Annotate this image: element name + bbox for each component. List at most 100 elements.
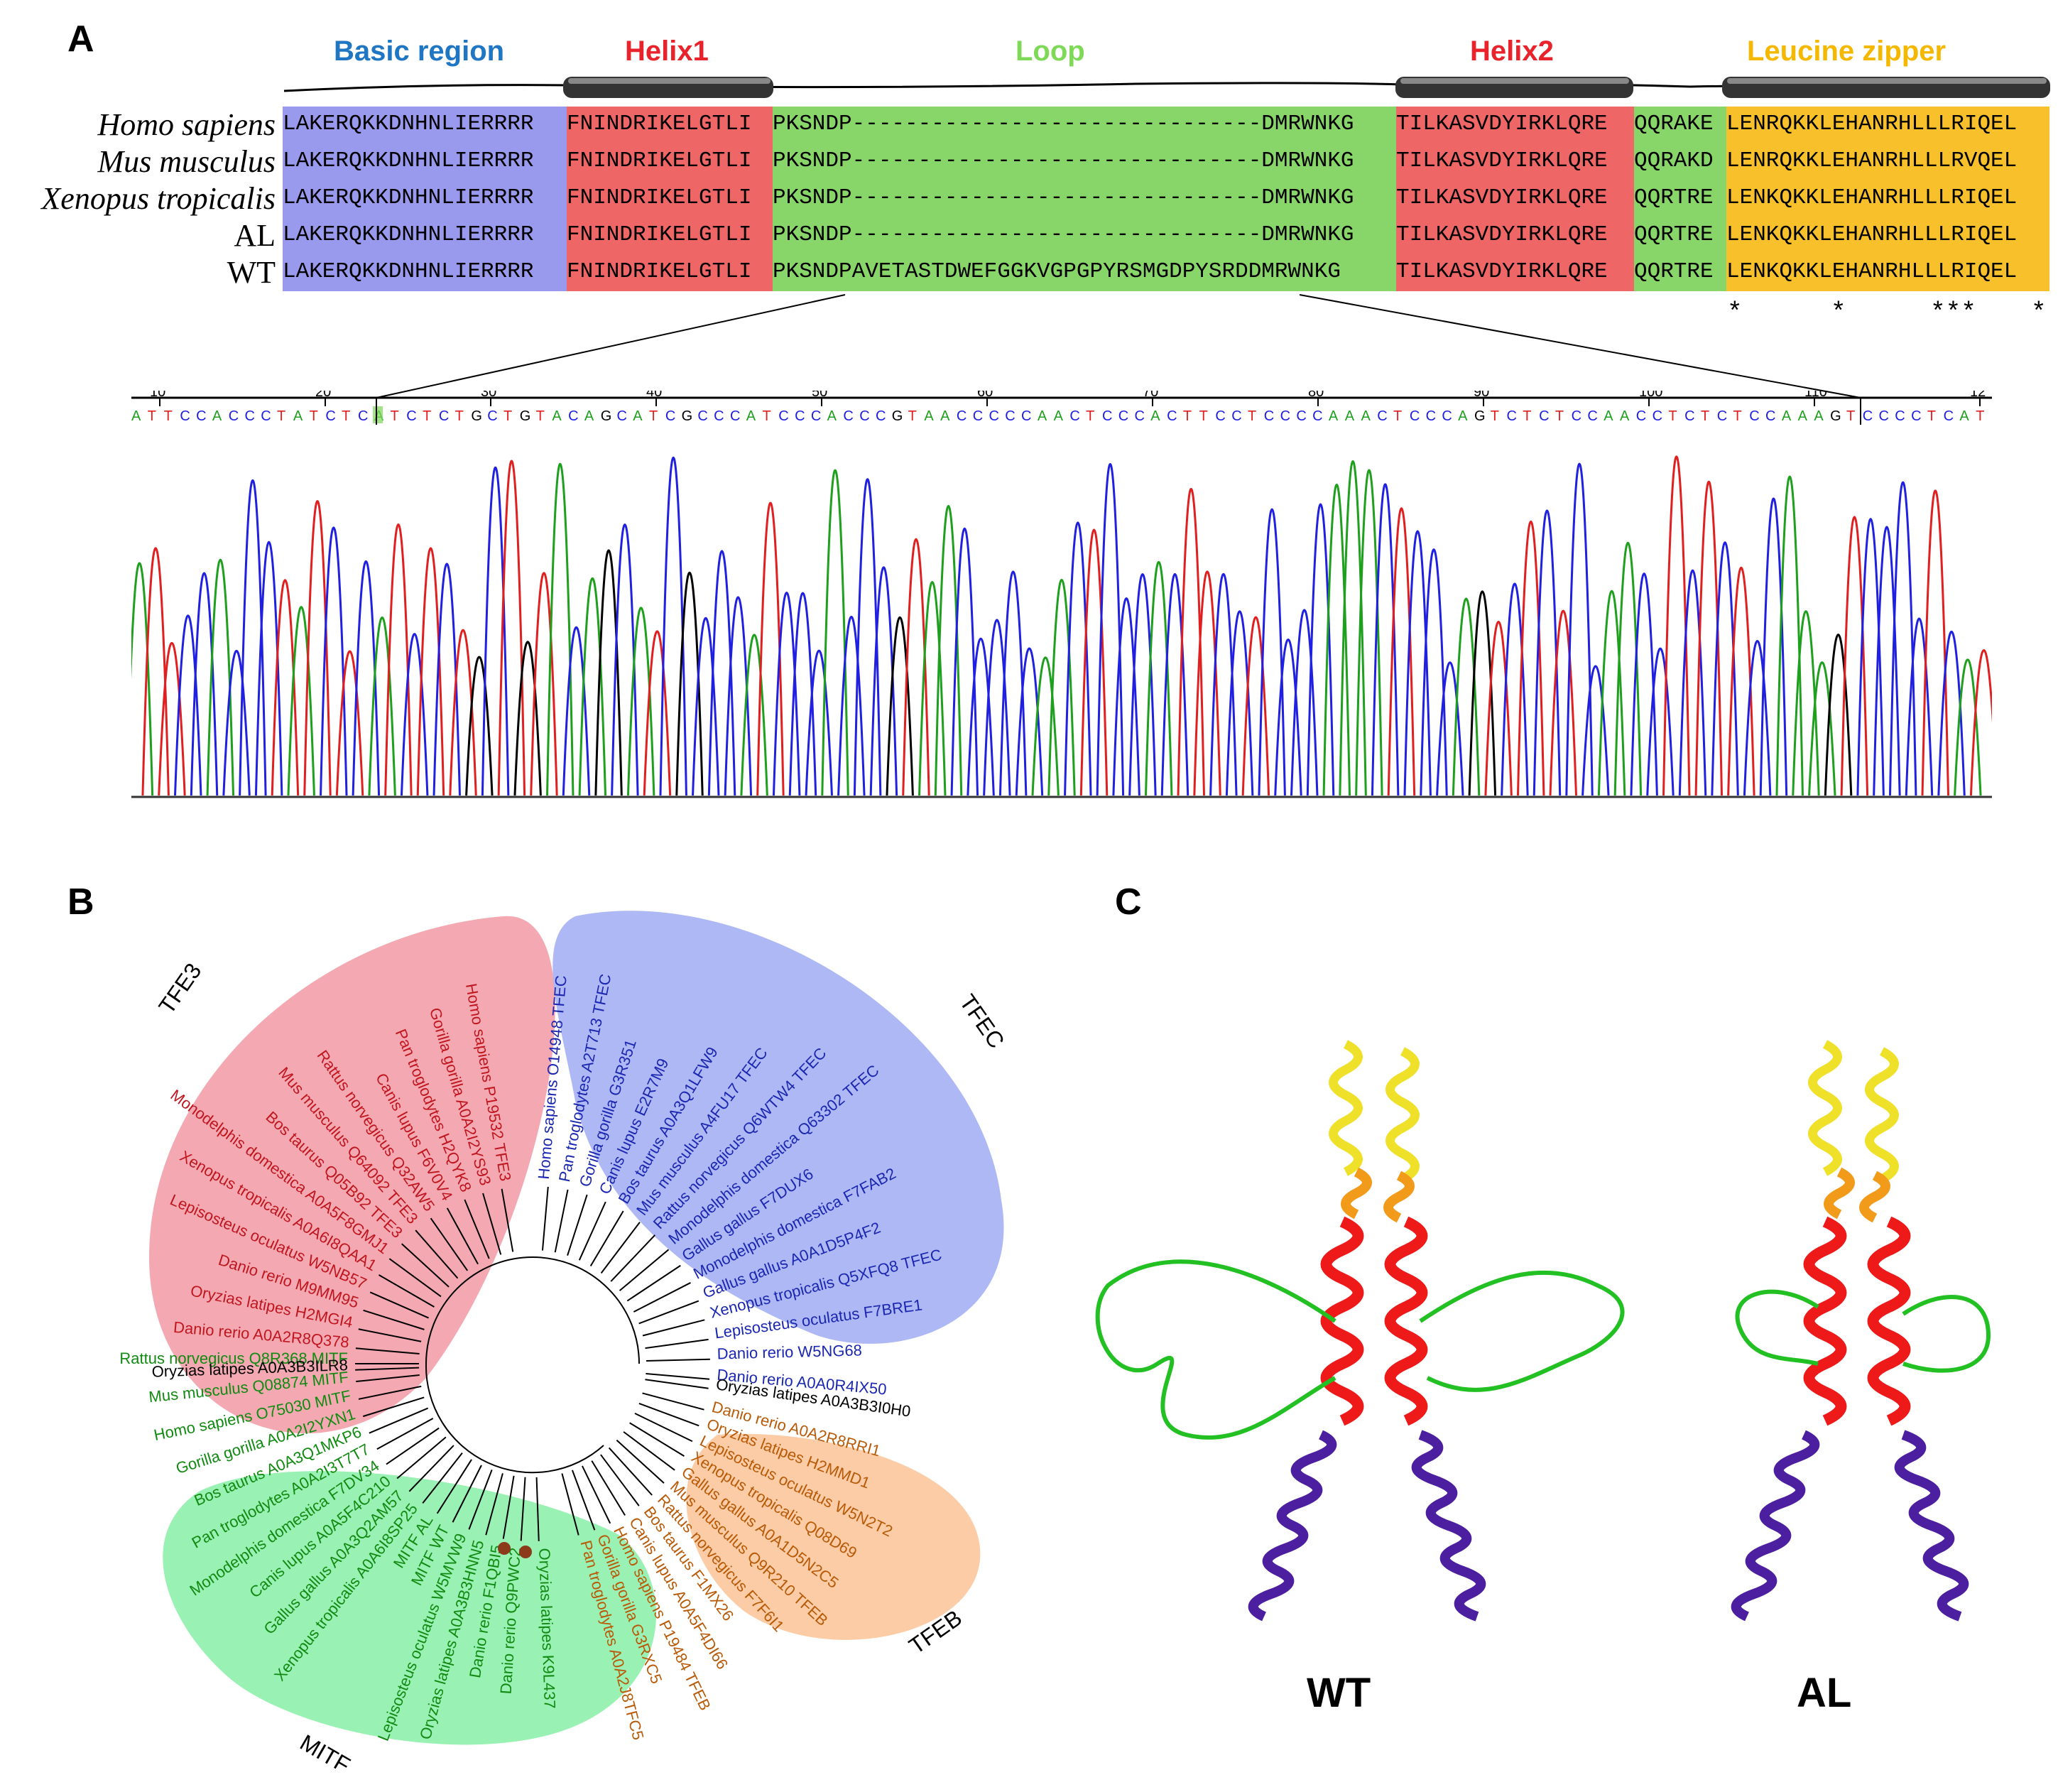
chromatogram-peak	[1565, 462, 1594, 796]
chromatogram-peak	[131, 562, 154, 796]
base-call: C	[1167, 408, 1177, 424]
chromatogram-peak	[1096, 462, 1125, 796]
base-call: T	[1733, 408, 1741, 424]
base-call: C	[1021, 408, 1031, 424]
chromatogram-tick-label: 60	[977, 391, 993, 400]
chromatogram-peak	[546, 462, 575, 796]
chromatogram-peak	[1873, 526, 1901, 796]
species-label: WT	[227, 255, 276, 290]
sequence-segment: PKSNDP-------------------------------DMR…	[773, 185, 1354, 210]
chromatogram-peak	[1613, 541, 1643, 796]
base-call: C	[859, 408, 869, 424]
base-call: A	[1345, 408, 1355, 424]
sequence-segment: QQRTRE	[1634, 222, 1714, 247]
chromatogram-peak	[1079, 528, 1109, 796]
base-call: T	[1491, 408, 1499, 424]
base-call: C	[1507, 408, 1517, 424]
chromatogram-peak	[1824, 634, 1853, 796]
chromatogram-tick-label: 100	[1639, 391, 1662, 400]
base-call: A	[1782, 408, 1792, 424]
base-call: C	[229, 408, 239, 424]
chromatogram-peak	[513, 641, 542, 796]
chromatogram-peak	[837, 616, 866, 796]
sequence-segment: LAKERQKKDNHNLIERRRR	[283, 259, 534, 284]
sequence-segment: LENRQKKLEHANRHLLLRIQEL	[1726, 112, 2018, 136]
chromatogram-peak	[643, 630, 672, 796]
base-call: A	[1798, 408, 1808, 424]
chromatogram-peak	[1047, 579, 1076, 796]
region-label-leucine-zipper: Leucine zipper	[1747, 36, 1947, 67]
sequence-segment: QQRAKE	[1634, 112, 1714, 136]
base-call: T	[423, 408, 431, 424]
base-call: C	[1102, 408, 1112, 424]
base-call: C	[973, 408, 983, 424]
chromatogram-peak	[303, 500, 332, 796]
base-call: A	[1620, 408, 1630, 424]
base-call: A	[1361, 408, 1371, 424]
base-call: C	[957, 408, 967, 424]
clade-name-mitf: MITF	[296, 1729, 355, 1778]
chromatogram-peak	[707, 550, 736, 796]
chromatogram-peak	[934, 504, 963, 796]
chromatogram-peak	[497, 460, 526, 796]
base-call: T	[1393, 408, 1402, 424]
chromatogram-tick-label: 50	[812, 391, 827, 400]
base-call: T	[1555, 408, 1564, 424]
chromatogram-peak	[1597, 590, 1626, 796]
base-call: T	[1701, 408, 1709, 424]
panel-a-label: A	[67, 18, 94, 60]
base-call: A	[584, 408, 594, 424]
base-call: T	[763, 408, 771, 424]
chromatogram-peak	[1322, 484, 1351, 796]
region-label-helix2: Helix2	[1470, 36, 1554, 67]
chromatogram-peak	[400, 633, 429, 796]
chromatogram-peak	[1775, 475, 1804, 796]
chromatogram-peak	[1160, 572, 1189, 796]
chromatogram-peak	[692, 617, 720, 796]
conservation-star: *	[2031, 298, 2047, 327]
base-call: T	[1086, 408, 1094, 424]
base-call: T	[649, 408, 658, 424]
chromatogram-tick-label: 70	[1143, 391, 1158, 400]
base-call: T	[455, 408, 464, 424]
base-call: T	[164, 408, 173, 424]
sequence-segment: LAKERQKKDNHNLIERRRR	[283, 185, 534, 210]
base-call: C	[244, 408, 254, 424]
chromatogram-peak	[1387, 507, 1416, 796]
base-call: T	[536, 408, 545, 424]
chromatogram-tick-label: 30	[481, 391, 496, 400]
base-call: C	[876, 408, 886, 424]
chromatogram-peak	[1420, 548, 1448, 796]
sequence-segment: FNINDRIKELGTLI	[567, 185, 752, 210]
base-call: G	[471, 408, 482, 424]
base-call: C	[665, 408, 675, 424]
base-call: A	[940, 408, 950, 424]
base-call: C	[1717, 408, 1727, 424]
base-call: C	[180, 408, 190, 424]
chromatogram-tick-label: 12	[1970, 391, 1986, 400]
chromatogram-peak	[1549, 609, 1577, 796]
base-call: C	[568, 408, 578, 424]
chromatogram-peak	[594, 549, 623, 796]
base-call: C	[1572, 408, 1581, 424]
chromatogram-peak	[950, 527, 979, 796]
base-call: C	[406, 408, 416, 424]
chromatogram-peak	[1468, 590, 1497, 796]
base-call: C	[358, 408, 368, 424]
base-call: C	[1280, 408, 1290, 424]
chromatogram-peak	[449, 629, 477, 796]
chromatogram-peak	[1937, 630, 1966, 796]
chromatogram-peak	[1711, 541, 1739, 796]
chromatogram-peak	[1193, 570, 1221, 796]
base-call: C	[1587, 408, 1597, 424]
chromatogram-peak	[1436, 661, 1464, 796]
base-call: T	[908, 408, 917, 424]
base-call: A	[1814, 408, 1824, 424]
base-call: C	[1410, 408, 1420, 424]
base-call: C	[778, 408, 788, 424]
sequence-segment: QQRAKD	[1634, 148, 1714, 173]
base-call: C	[1312, 408, 1322, 424]
zoom-lines	[376, 294, 1861, 398]
base-call: C	[1653, 408, 1662, 424]
wt-structure	[1095, 1040, 1625, 1622]
